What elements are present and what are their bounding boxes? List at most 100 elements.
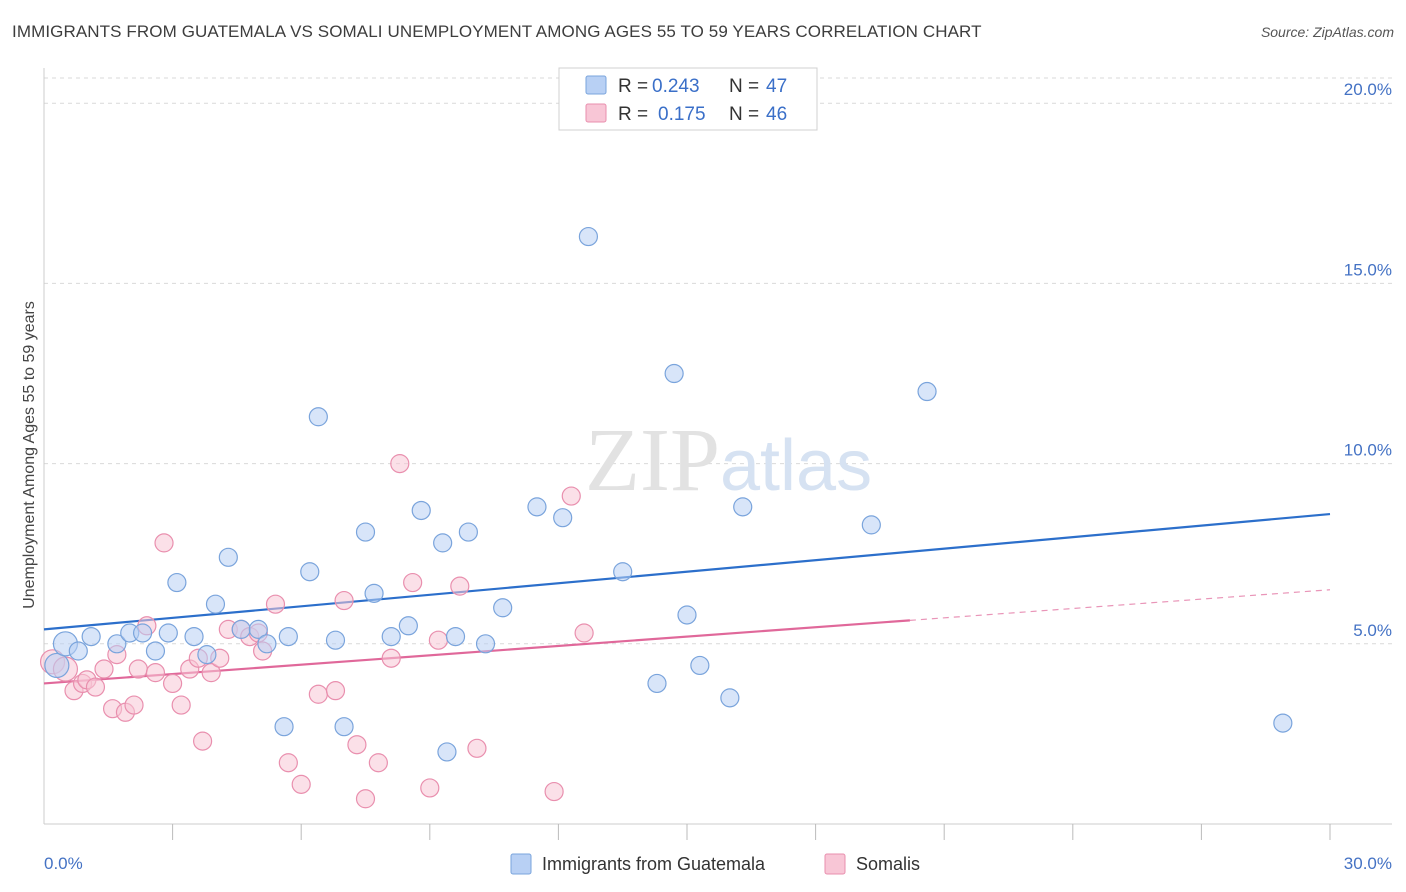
guatemala-point: [720, 688, 740, 708]
guatemala-point: [364, 583, 384, 603]
guatemala-trend-line: [43, 512, 1331, 631]
guatemala-point: [381, 626, 401, 647]
guatemala-point: [411, 500, 431, 521]
legend-n-value-2: 46: [766, 104, 787, 125]
correlation-legend: R = 0.243 N = 47 R = 0.175 N = 46: [558, 67, 818, 131]
guatemala-point: [398, 616, 418, 636]
guatemala-point: [231, 619, 251, 639]
somalis-point: [467, 738, 487, 758]
guatemala-point: [278, 626, 298, 647]
legend-swatch-blue: [585, 75, 607, 95]
somalis-point: [574, 623, 594, 643]
guatemala-point: [445, 626, 466, 647]
series-legend-swatch-guatemala: [510, 853, 532, 875]
legend-r-value-2: 0.175: [658, 104, 706, 125]
somalis-point: [450, 576, 470, 596]
guatemala-point: [527, 497, 547, 517]
legend-r-label-2: R =: [618, 104, 648, 125]
somalis-point: [278, 753, 298, 773]
y-tick-label-20: 20.0%: [1344, 80, 1392, 99]
guatemala-point: [861, 515, 881, 535]
somalis-point: [355, 789, 376, 809]
watermark-zip: ZIP: [585, 411, 720, 510]
guatemala-point: [274, 717, 294, 737]
guatemala-point: [334, 717, 354, 737]
somalis-point: [171, 695, 191, 715]
series-legend-label-guatemala: Immigrants from Guatemala: [542, 854, 766, 874]
guatemala-point: [458, 522, 478, 542]
guatemala-point: [677, 605, 697, 625]
guatemala-point: [917, 381, 937, 402]
legend-n-label-1: N =: [729, 76, 759, 97]
somalis-point: [145, 663, 166, 683]
somalis-point: [265, 594, 286, 614]
guatemala-point: [733, 497, 753, 517]
somalis-point: [124, 695, 144, 715]
legend-swatch-pink: [585, 103, 607, 123]
guatemala-point: [218, 547, 238, 567]
somalis-point: [193, 731, 213, 751]
guatemala-point: [433, 533, 453, 553]
guatemala-point: [248, 619, 268, 639]
somalis-point: [308, 684, 328, 704]
guatemala-point: [690, 655, 710, 676]
somalis-point: [428, 630, 448, 650]
somalis-point: [291, 774, 311, 794]
guatemala-point: [647, 673, 667, 694]
guatemala-point: [158, 623, 178, 643]
somalis-point: [368, 753, 388, 773]
somalis-point: [325, 681, 346, 701]
somalis-point: [390, 454, 410, 474]
guatemala-point: [145, 641, 166, 661]
guatemala-point: [475, 634, 496, 654]
somalis-point: [163, 673, 183, 694]
guatemala-point: [81, 626, 101, 647]
guatemala-point: [493, 598, 513, 618]
series-legend-swatch-somalis: [824, 853, 846, 875]
somalis-point: [334, 590, 354, 611]
y-tick-label-10: 10.0%: [1344, 441, 1392, 460]
y-axis-label: Unemployment Among Ages 55 to 59 years: [21, 301, 38, 609]
guatemala-point: [578, 226, 599, 247]
legend-r-value-1: 0.243: [652, 76, 700, 97]
watermark-atlas: atlas: [720, 426, 872, 506]
guatemala-point: [613, 562, 633, 582]
somalis-point: [403, 572, 423, 593]
trend-lines: [43, 512, 1331, 685]
guatemala-point: [44, 652, 70, 679]
legend-n-label-2: N =: [729, 104, 759, 125]
guatemala-point: [300, 562, 320, 582]
y-tick-label-5: 5.0%: [1353, 621, 1392, 640]
somalis-point: [85, 677, 106, 697]
somalis-point: [381, 648, 401, 668]
guatemala-point: [184, 626, 204, 647]
guatemala-point: [355, 522, 376, 542]
guatemala-point: [205, 594, 226, 614]
legend-r-label-1: R =: [618, 76, 648, 97]
legend-n-value-1: 47: [766, 76, 787, 97]
source-label: Source: ZipAtlas.com: [1260, 24, 1394, 40]
guatemala-point: [553, 508, 573, 528]
somalis-trend-line-extension: [909, 589, 1331, 621]
somalis-point: [154, 533, 174, 553]
guatemala-point: [197, 645, 217, 665]
guatemala-point: [325, 630, 346, 650]
y-tick-label-15: 15.0%: [1344, 260, 1392, 279]
guatemala-point: [257, 634, 277, 654]
guatemala-point: [68, 641, 88, 661]
data-points: [39, 226, 1293, 809]
chart-title: IMMIGRANTS FROM GUATEMALA VS SOMALI UNEM…: [12, 22, 982, 41]
somalis-point: [347, 735, 367, 755]
somalis-point: [420, 778, 440, 798]
guatemala-point: [437, 742, 457, 762]
guatemala-point: [167, 572, 187, 593]
guatemala-point: [664, 363, 684, 384]
guatemala-point: [132, 623, 153, 643]
somalis-point: [201, 663, 221, 683]
y-tick-labels: 5.0% 10.0% 15.0% 20.0%: [1344, 80, 1392, 640]
grid-lines: [44, 77, 1392, 645]
somalis-point: [561, 486, 581, 506]
x-tick-label-max: 30.0%: [1344, 854, 1392, 873]
somalis-point: [128, 659, 148, 679]
